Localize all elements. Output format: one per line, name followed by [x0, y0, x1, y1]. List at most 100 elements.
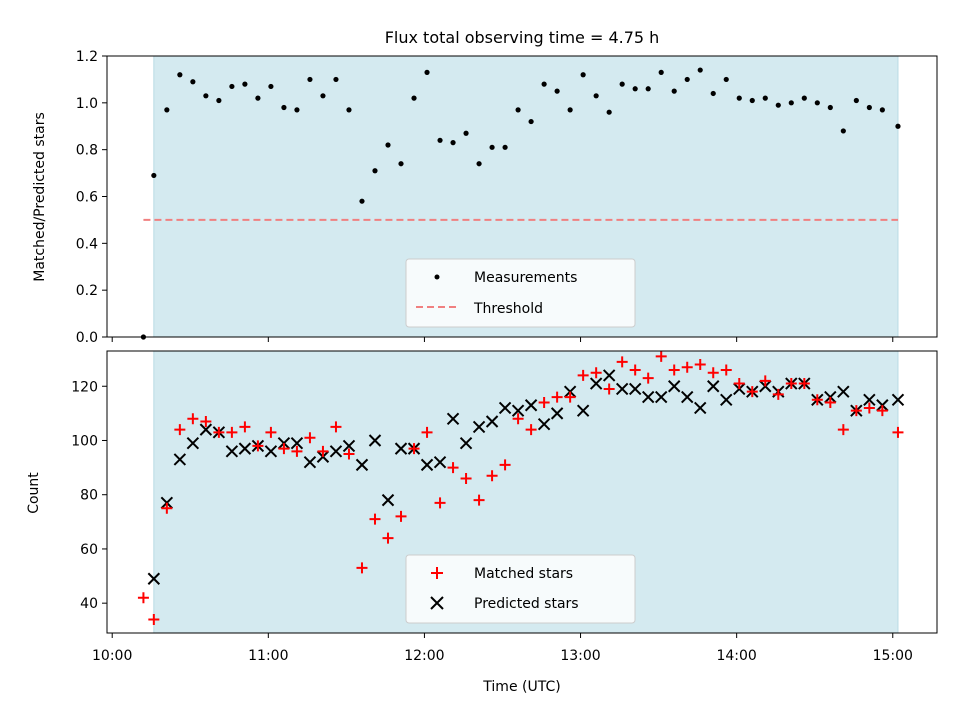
predicted-star-point — [342, 439, 356, 453]
x-tick-label: 11:00 — [248, 648, 288, 664]
matched-star-point — [824, 397, 836, 409]
y-tick-label: 120 — [71, 379, 98, 395]
measurement-point — [268, 83, 274, 90]
predicted-star-point — [355, 458, 369, 472]
y-tick-label: 0.6 — [76, 190, 98, 206]
measurement-point — [736, 95, 742, 101]
measurement-point — [294, 107, 300, 113]
measurement-point — [840, 128, 846, 134]
measurement-point — [541, 81, 547, 87]
matched-star-point — [317, 445, 329, 457]
measurement-point — [827, 104, 833, 111]
predicted-star-point — [264, 445, 278, 458]
predicted-star-point — [537, 418, 551, 431]
matched-star-point — [161, 502, 173, 514]
predicted-star-point — [290, 436, 304, 450]
y-tick-label: 0.8 — [76, 143, 98, 159]
measurement-point — [411, 95, 417, 101]
measurement-point — [307, 76, 313, 83]
measurement-point — [463, 130, 469, 136]
predicted-star-point — [550, 407, 564, 420]
matched-star-point — [603, 383, 615, 395]
bottom-legend-box — [405, 554, 636, 624]
predicted-star-point — [641, 390, 655, 404]
y-tick-label: 40 — [80, 596, 98, 612]
measurement-point — [554, 88, 560, 94]
top-y-ticks: 0.0 0.2 0.4 0.6 0.8 1.0 1.2 — [76, 49, 107, 346]
y-tick-label: 0.4 — [76, 236, 98, 252]
predicted-star-point — [837, 385, 850, 398]
legend-matched-marker — [431, 567, 443, 579]
legend-predicted-marker — [430, 596, 444, 610]
matched-star-point — [512, 413, 524, 425]
predicted-star-point — [368, 434, 382, 447]
top-subplot: Flux total observing time = 4.75 h 0.00.… — [32, 28, 938, 346]
measurement-point — [398, 161, 404, 167]
predicted-star-point — [602, 369, 616, 382]
predicted-star-point — [576, 404, 590, 417]
x-tick-label: 12:00 — [404, 648, 444, 664]
predicted-star-point — [329, 445, 343, 458]
bottom-legend: Matched stars Predicted stars — [405, 554, 636, 624]
predicted-star-point — [485, 415, 499, 428]
predicted-star-point — [891, 393, 905, 407]
predicted-star-point — [446, 412, 460, 425]
y-tick-label: 60 — [80, 542, 98, 558]
measurement-points — [140, 67, 901, 340]
matched-star-point — [460, 472, 472, 484]
matched-star-point — [148, 613, 160, 625]
measurement-point — [489, 144, 495, 150]
measurement-point — [450, 140, 456, 146]
predicted-star-point — [524, 399, 538, 412]
matched-star-point — [369, 513, 381, 525]
measurement-point — [424, 69, 430, 75]
matched-star-point — [252, 440, 264, 452]
matched-star-point — [798, 378, 810, 390]
predicted-star-point — [654, 390, 668, 404]
matched-star-point — [213, 426, 225, 438]
measurement-point — [190, 79, 196, 85]
measurement-point — [216, 97, 222, 104]
matched-star-point — [486, 470, 498, 482]
top-y-axis-label: Matched/Predicted stars — [32, 112, 48, 282]
bottom-plot-frame — [106, 350, 938, 634]
predicted-star-point — [225, 445, 239, 458]
matched-star-point — [137, 592, 149, 604]
matched-star-point — [551, 391, 563, 403]
measurement-point — [177, 72, 183, 78]
measurement-point — [775, 102, 781, 108]
measurement-point — [762, 95, 768, 101]
legend-matched-label: Matched stars — [474, 566, 573, 582]
measurement-point — [749, 97, 755, 104]
matched-star-point — [200, 416, 212, 427]
matched-star-point — [421, 426, 433, 438]
matched-star-point — [577, 369, 589, 381]
measurement-point — [372, 168, 378, 174]
matched-star-point — [343, 448, 355, 460]
y-tick-label: 100 — [71, 433, 98, 449]
predicted-star-point — [173, 453, 187, 466]
x-tick-label: 15:00 — [873, 648, 913, 664]
measurement-point — [502, 144, 508, 150]
top-legend-box — [405, 258, 636, 328]
matched-star-point — [642, 372, 654, 384]
predicted-star-point — [433, 455, 447, 469]
measurement-point — [385, 142, 391, 148]
bottom-subplot: 10:00 11:00 12:00 13:00 14:00 15:00 40 60 80 100… — [26, 350, 938, 695]
measurement-point — [229, 83, 235, 90]
measurement-point — [619, 81, 625, 87]
measurement-point — [593, 93, 599, 99]
predicted-star-point — [472, 420, 486, 434]
matched-star-point — [876, 405, 888, 417]
measurement-point — [333, 76, 339, 83]
x-tick-label: 13:00 — [560, 648, 600, 664]
matched-star-point — [408, 443, 420, 455]
x-tick-label: 14:00 — [716, 648, 756, 664]
matched-star-point — [395, 510, 407, 522]
matched-star-point — [473, 494, 485, 506]
matched-star-point — [655, 350, 667, 362]
predicted-star-point — [628, 382, 642, 396]
matched-star-point — [564, 391, 576, 403]
x-axis-label: Time (UTC) — [482, 679, 560, 695]
